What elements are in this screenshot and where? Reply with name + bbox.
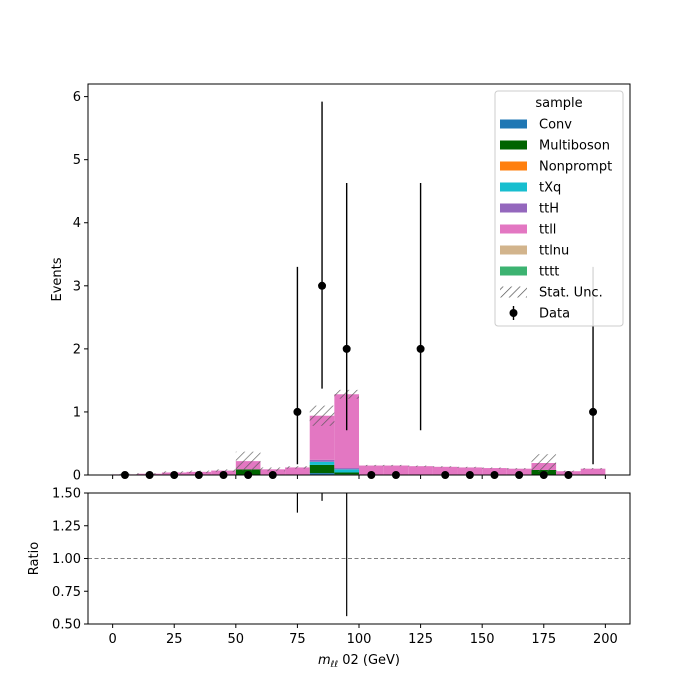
legend-label-tth: ttH	[539, 202, 559, 217]
x-tick-label-25: 25	[166, 632, 183, 647]
ratio-panel: 0.50 0.75 1.00 1.25 1.50 0 25 50 75 100 125 150 175…	[27, 487, 631, 670]
bar-tth-bin-8	[309, 459, 335, 462]
stat-unc-bin-10	[359, 464, 384, 467]
legend-swatch-tth	[500, 203, 527, 213]
bar-txq-bin-9	[334, 469, 359, 473]
bar-ttll-bin-19	[580, 468, 606, 475]
bar-multiboson-bin-8	[309, 464, 335, 474]
ratio-y-tick-label-0.75: 0.75	[52, 585, 81, 600]
x-tick-label-125: 125	[408, 632, 433, 647]
ratio-x-axis-ticks: 0 25 50 75 100 125 150 175 200	[108, 624, 618, 647]
x-tick-label-100: 100	[347, 632, 372, 647]
legend-label-ttlnu: ttlnu	[539, 244, 569, 259]
legend-label-nonprompt: Nonprompt	[539, 160, 612, 175]
stat-unc-bin-15	[482, 467, 507, 469]
stat-unc-bin-4	[211, 469, 236, 472]
legend: sample Conv Multiboson Nonprompt tXq ttH ttll…	[494, 90, 624, 327]
x-axis-label: mℓℓ 02 (GeV)	[318, 653, 400, 670]
legend-swatch-txq	[500, 182, 527, 192]
y-tick-label-4: 4	[73, 216, 81, 231]
bar-multiboson-bin-9	[334, 472, 359, 475]
bar-tth-bin-9	[334, 468, 359, 470]
stat-unc-bin-13	[432, 466, 458, 468]
stat-unc-bin-8	[309, 405, 335, 426]
data-point-12	[416, 344, 425, 353]
bar-txq-bin-8	[309, 461, 335, 465]
stat-unc-bin-7	[285, 466, 310, 469]
data-point-7	[293, 407, 302, 416]
legend-label-data: Data	[539, 307, 570, 322]
x-tick-label-50: 50	[228, 632, 245, 647]
stat-unc-bin-14	[457, 466, 483, 469]
y-tick-label-0: 0	[73, 469, 81, 484]
y-axis-label: Events	[50, 257, 65, 301]
stat-unc-bin-16	[506, 468, 532, 470]
bar-ttll-bin-7	[285, 467, 310, 475]
ratio-y-tick-label-0.50: 0.50	[52, 618, 81, 633]
y-tick-label-3: 3	[73, 279, 81, 294]
main-y-axis-ticks: 0 1 2 3 4 5 6	[73, 90, 88, 484]
y-tick-label-1: 1	[73, 405, 81, 420]
legend-swatch-multiboson	[500, 140, 527, 150]
legend-label-conv: Conv	[539, 118, 572, 133]
legend-swatch-tttt	[500, 266, 527, 276]
x-axis-label-prefix: m	[318, 653, 331, 668]
ratio-y-tick-label-1.50: 1.50	[52, 487, 81, 502]
legend-swatch-ttll	[500, 224, 527, 234]
stat-unc-bin-6	[260, 467, 286, 472]
data-point-8	[318, 281, 327, 290]
legend-items: Conv Multiboson Nonprompt tXq ttH ttll ttlnu tt…	[500, 118, 612, 322]
legend-swatch-conv	[500, 119, 527, 129]
x-tick-label-175: 175	[531, 632, 556, 647]
legend-label-multiboson: Multiboson	[539, 139, 610, 154]
main-panel: 0 1 2 3 4 5 6 Events	[50, 83, 631, 484]
data-point-9	[342, 344, 351, 353]
x-axis-label-suffix: 02 (GeV)	[338, 653, 400, 668]
y-tick-label-5: 5	[73, 153, 81, 168]
ratio-points	[296, 493, 348, 617]
stat-unc-bin-19	[580, 468, 606, 470]
legend-label-ttll: ttll	[539, 223, 556, 238]
stat-unc-bin-17	[531, 454, 557, 472]
ratio-y-tick-label-1.00: 1.00	[52, 552, 81, 567]
y-tick-label-2: 2	[73, 342, 81, 357]
x-tick-label-150: 150	[470, 632, 495, 647]
legend-swatch-nonprompt	[500, 161, 527, 171]
x-tick-label-200: 200	[593, 632, 618, 647]
x-axis-label-subscript: ℓℓ	[330, 660, 338, 670]
x-tick-label-0: 0	[108, 632, 116, 647]
stat-unc-bin-12	[408, 465, 433, 467]
y-tick-label-6: 6	[73, 90, 81, 105]
x-tick-label-75: 75	[289, 632, 306, 647]
bar-ttll-bin-11	[383, 465, 409, 475]
data-point-19	[589, 407, 598, 416]
legend-swatch-data	[509, 309, 518, 317]
legend-label-txq: tXq	[539, 181, 561, 196]
main-x-axis-ticks	[112, 475, 606, 479]
ratio-y-tick-label-1.25: 1.25	[52, 519, 81, 534]
ratio-y-axis-label: Ratio	[27, 542, 42, 575]
legend-label-stat-unc: Stat. Unc.	[539, 286, 603, 301]
bar-conv-bin-8	[309, 473, 335, 475]
legend-title: sample	[535, 96, 582, 111]
legend-label-tttt: tttt	[539, 265, 559, 280]
ratio-y-axis-ticks: 0.50 0.75 1.00 1.25 1.50	[52, 487, 88, 633]
stat-unc-bin-11	[383, 464, 409, 467]
bar-ttll-bin-10	[359, 465, 384, 475]
bar-ttll-bin-12	[408, 466, 433, 475]
bar-ttll-bin-13	[432, 466, 458, 475]
stat-unc-bin-5	[235, 451, 261, 471]
legend-swatch-stat-unc	[500, 286, 527, 298]
legend-swatch-ttlnu	[500, 245, 527, 255]
